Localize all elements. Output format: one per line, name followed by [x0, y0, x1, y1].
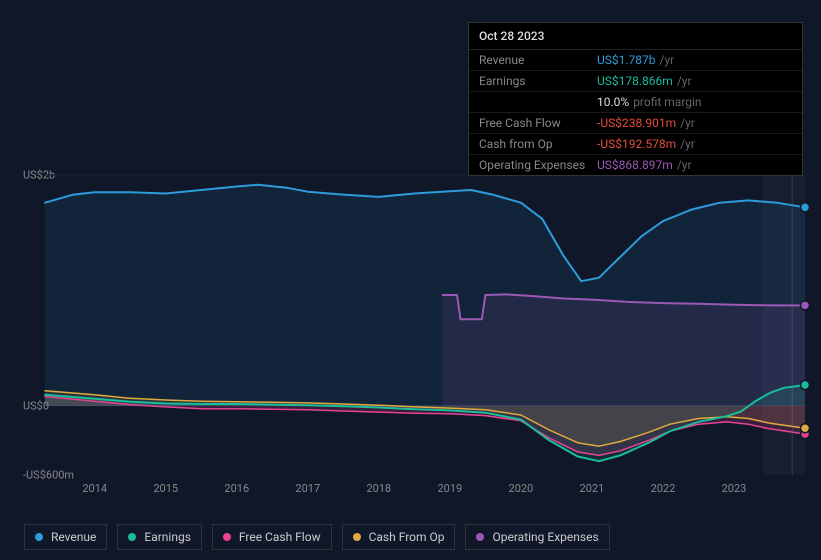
legend-label: Earnings — [144, 530, 191, 544]
legend-dot-icon — [35, 533, 43, 541]
legend-label: Operating Expenses — [492, 530, 598, 544]
x-axis-label: 2018 — [366, 482, 391, 495]
tooltip-row-label: Revenue — [479, 53, 597, 67]
chart-legend: Revenue Earnings Free Cash Flow Cash From O… — [24, 524, 610, 550]
x-axis-label: 2019 — [437, 482, 462, 495]
tooltip-row: Operating ExpensesUS$868.897m/yr — [469, 155, 802, 175]
tooltip-rows: RevenueUS$1.787b/yrEarningsUS$178.866m/y… — [469, 50, 802, 175]
legend-item[interactable]: Cash From Op — [342, 524, 456, 550]
tooltip-row-value: US$868.897m — [597, 158, 673, 172]
x-axis-label: 2020 — [509, 482, 534, 495]
tooltip-row-value: US$1.787b — [597, 53, 656, 67]
tooltip-row: EarningsUS$178.866m/yr — [469, 71, 802, 92]
tooltip-row-suffix: /yr — [677, 74, 692, 88]
legend-label: Cash From Op — [369, 530, 445, 544]
legend-dot-icon — [476, 533, 484, 541]
legend-dot-icon — [223, 533, 231, 541]
legend-item[interactable]: Operating Expenses — [465, 524, 609, 550]
tooltip-row: Cash from Op-US$192.578m/yr — [469, 134, 802, 155]
tooltip-row-value: US$178.866m — [597, 74, 673, 88]
tooltip-date: Oct 28 2023 — [469, 23, 802, 50]
tooltip-row: Free Cash Flow-US$238.901m/yr — [469, 113, 802, 134]
tooltip-row-suffix: profit margin — [633, 95, 701, 109]
tooltip-row-suffix: /yr — [660, 53, 675, 67]
legend-item[interactable]: Earnings — [117, 524, 202, 550]
legend-label: Free Cash Flow — [239, 530, 321, 544]
legend-item[interactable]: Free Cash Flow — [212, 524, 332, 550]
financials-chart[interactable]: US$2bUS$0-US$600m 2014201520162017201820… — [15, 160, 805, 495]
x-axis-label: 2015 — [153, 482, 178, 495]
tooltip-row-label: Cash from Op — [479, 137, 597, 151]
tooltip-row-value: -US$238.901m — [597, 116, 676, 130]
legend-item[interactable]: Revenue — [24, 524, 107, 550]
x-axis-label: 2016 — [224, 482, 249, 495]
tooltip-row-label — [479, 95, 597, 109]
x-axis-label: 2014 — [82, 482, 107, 495]
legend-dot-icon — [128, 533, 136, 541]
tooltip-row-label: Earnings — [479, 74, 597, 88]
x-axis-label: 2022 — [651, 482, 676, 495]
x-axis-label: 2021 — [580, 482, 605, 495]
tooltip-row-label: Operating Expenses — [479, 158, 597, 172]
tooltip-row: 10.0% profit margin — [469, 92, 802, 113]
legend-label: Revenue — [51, 530, 96, 544]
tooltip-row-value: -US$192.578m — [597, 137, 676, 151]
tooltip-row-label: Free Cash Flow — [479, 116, 597, 130]
tooltip-row-suffix: /yr — [680, 137, 695, 151]
tooltip-row-suffix: /yr — [677, 158, 692, 172]
tooltip-row: RevenueUS$1.787b/yr — [469, 50, 802, 71]
legend-dot-icon — [353, 533, 361, 541]
x-axis-label: 2023 — [722, 482, 747, 495]
x-axis-label: 2017 — [295, 482, 320, 495]
tooltip-row-suffix: /yr — [680, 116, 695, 130]
tooltip-row-value: 10.0% — [597, 95, 629, 109]
chart-tooltip: Oct 28 2023 RevenueUS$1.787b/yrEarningsU… — [468, 22, 803, 176]
